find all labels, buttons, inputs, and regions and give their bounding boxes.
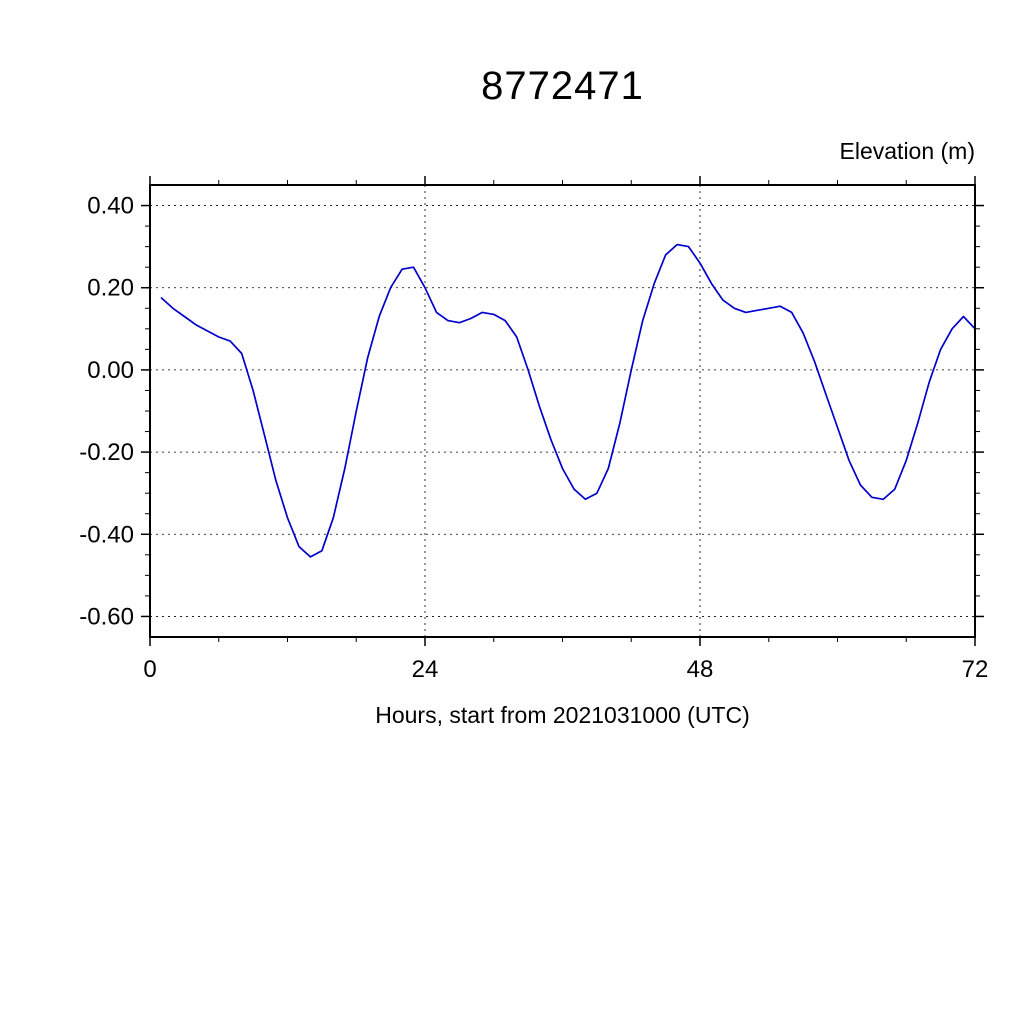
svg-text:0: 0 (143, 656, 156, 683)
y-tick-labels: 0.40 0.20 0.00 -0.20 -0.40 -0.60 (79, 193, 134, 631)
x-axis-title: Hours, start from 2021031000 (UTC) (375, 702, 750, 728)
tide-elevation-plot: 0 24 48 72 0.40 0.20 0.00 -0.20 -0.40 -0.60 (79, 176, 988, 683)
svg-text:-0.60: -0.60 (79, 603, 134, 630)
svg-text:48: 48 (687, 656, 714, 683)
svg-text:-0.40: -0.40 (79, 521, 134, 548)
axis-ticks (141, 176, 984, 646)
svg-text:24: 24 (412, 656, 439, 683)
svg-text:72: 72 (962, 656, 989, 683)
chart-title: 8772471 (481, 64, 644, 108)
svg-text:0.20: 0.20 (87, 275, 134, 302)
svg-text:0.00: 0.00 (87, 357, 134, 384)
svg-text:0.40: 0.40 (87, 193, 134, 220)
gridlines (150, 185, 975, 637)
y-axis-title: Elevation (m) (839, 138, 975, 164)
svg-text:-0.20: -0.20 (79, 439, 134, 466)
x-tick-labels: 0 24 48 72 (143, 656, 988, 683)
elevation-series-line (160, 243, 976, 558)
plot-frame (149, 184, 976, 638)
